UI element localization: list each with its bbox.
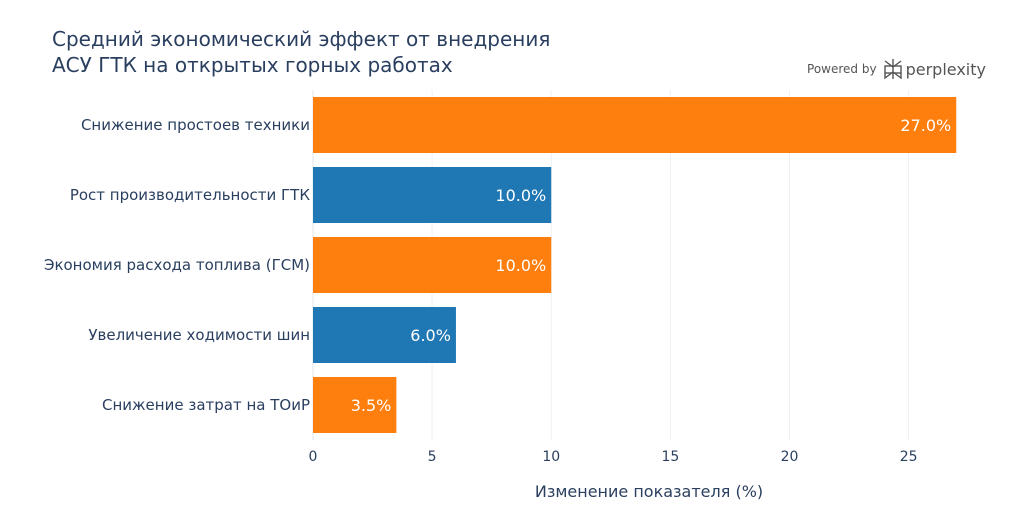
x-tick-label: 10 xyxy=(542,449,560,465)
category-label: Увеличение ходимости шин xyxy=(88,326,310,344)
bar xyxy=(313,167,552,223)
x-tick-label: 15 xyxy=(661,449,679,465)
perplexity-brand-name: perplexity xyxy=(905,59,986,79)
category-label: Снижение затрат на ТОиР xyxy=(102,396,310,414)
chart-title: Средний экономический эффект от внедрени… xyxy=(52,26,550,78)
powered-by-branding: Powered by perplexity xyxy=(807,58,986,80)
x-tick-label: 5 xyxy=(428,449,437,465)
category-labels: Снижение простоев техники Рост производит… xyxy=(44,116,310,414)
category-label: Снижение простоев техники xyxy=(81,116,310,134)
x-tick-labels: 0 5 10 15 20 25 xyxy=(309,449,918,465)
x-axis-title: Изменение показателя (%) xyxy=(535,482,763,501)
chart-title-line-2: АСУ ГТК на открытых горных работах xyxy=(52,53,453,77)
x-tick-label: 0 xyxy=(309,449,318,465)
bar xyxy=(313,377,397,433)
category-label: Рост производительности ГТК xyxy=(70,186,311,204)
chart-title-line-1: Средний экономический эффект от внедрени… xyxy=(52,27,551,51)
data-label: 27.0% xyxy=(900,116,951,135)
data-label: 3.5% xyxy=(351,396,392,415)
bar xyxy=(313,97,957,153)
data-label: 10.0% xyxy=(495,256,546,275)
bars: 27.0% 10.0% 10.0% 6.0% 3.5% xyxy=(313,97,957,433)
powered-by-text: Powered by xyxy=(807,62,877,76)
perplexity-logo-icon xyxy=(883,59,902,80)
x-tick-label: 25 xyxy=(900,449,918,465)
data-label: 10.0% xyxy=(495,186,546,205)
x-tick-label: 20 xyxy=(781,449,799,465)
bar xyxy=(313,237,552,293)
bar xyxy=(313,307,456,363)
category-label: Экономия расхода топлива (ГСМ) xyxy=(44,256,310,274)
data-label: 6.0% xyxy=(410,326,451,345)
